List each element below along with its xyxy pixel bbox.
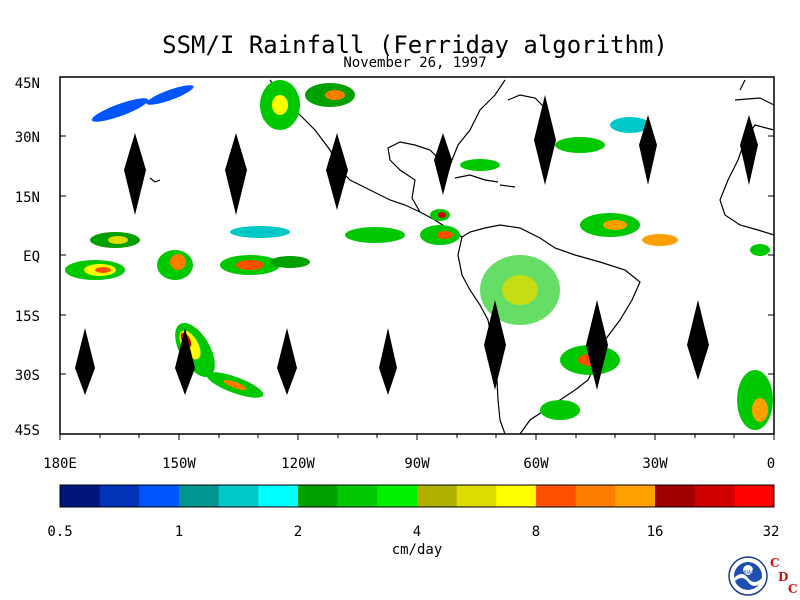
lon-label-90w: 90W <box>404 456 430 472</box>
lat-ticks <box>60 76 774 435</box>
map-subtitle: November 26, 1997 <box>343 55 487 71</box>
orbit-gap-markers <box>75 95 758 395</box>
rain-cluster-4 <box>260 80 355 130</box>
rain-cluster-6 <box>480 255 620 420</box>
lat-label-15s: 15S <box>15 309 40 325</box>
colorbar-segment <box>298 485 339 507</box>
colorbar-ticks: 0.5 1 2 4 8 16 32 <box>47 524 779 540</box>
colorbar-tick-5: 16 <box>647 524 664 540</box>
colorbar-segment <box>377 485 418 507</box>
lat-label-30s: 30S <box>15 368 40 384</box>
colorbar-tick-4: 8 <box>532 524 540 540</box>
colorbar-segment <box>258 485 299 507</box>
rain-cluster-2 <box>220 226 310 275</box>
colorbar-segment <box>575 485 616 507</box>
colorbar-segment <box>655 485 696 507</box>
colorbar-segment <box>694 485 735 507</box>
cdc-letter-d: D <box>778 570 789 584</box>
lat-label-45s: 45S <box>15 423 40 439</box>
colorbar-unit-label: cm/day <box>392 542 443 558</box>
rain-cluster-1 <box>65 232 193 280</box>
lat-label-30n: 30N <box>15 130 40 146</box>
lon-label-0: 0 <box>767 456 775 472</box>
lon-label-120w: 120W <box>281 456 315 472</box>
colorbar <box>60 485 775 507</box>
colorbar-segment <box>734 485 775 507</box>
colorbar-frame <box>59 484 775 508</box>
cdc-letter-c2: C <box>788 582 798 596</box>
rain-cluster-9 <box>91 85 500 171</box>
colorbar-segment <box>218 485 259 507</box>
lon-ticks <box>59 434 775 440</box>
colorbar-segment <box>496 485 537 507</box>
colorbar-segment <box>139 485 180 507</box>
colorbar-segment <box>179 485 220 507</box>
colorbar-tick-3: 4 <box>413 524 421 540</box>
rain-cluster-5 <box>345 209 460 245</box>
colorbar-tick-2: 2 <box>294 524 302 540</box>
colorbar-tick-0: 0.5 <box>47 524 72 540</box>
colorbar-segment <box>60 485 101 507</box>
noaa-logo-text: NOAA <box>742 570 754 576</box>
colorbar-tick-1: 1 <box>175 524 183 540</box>
lat-labels: 45N 30N 15N EQ 15S 30S 45S <box>15 76 40 439</box>
lon-labels: 180E 150W 120W 90W 60W 30W 0 <box>43 456 775 472</box>
colorbar-segment <box>536 485 577 507</box>
cdc-letter-c1: C <box>770 556 780 570</box>
colorbar-segment <box>456 485 497 507</box>
lon-label-150w: 150W <box>162 456 196 472</box>
colorbar-segment <box>337 485 378 507</box>
colorbar-segment <box>417 485 458 507</box>
lat-label-eq: EQ <box>23 249 40 265</box>
noaa-logo: NOAA <box>728 556 768 596</box>
lat-label-15n: 15N <box>15 190 40 206</box>
rain-cluster-7 <box>555 117 678 246</box>
lat-label-45n: 45N <box>15 76 40 92</box>
map-title: SSM/I Rainfall (Ferriday algorithm) <box>162 31 668 59</box>
lon-label-180e: 180E <box>43 456 77 472</box>
lon-label-60w: 60W <box>523 456 549 472</box>
lon-label-30w: 30W <box>642 456 668 472</box>
cdc-logo: C D C <box>770 556 800 596</box>
colorbar-segment <box>615 485 656 507</box>
colorbar-segment <box>99 485 140 507</box>
rain-cluster-8 <box>737 244 773 430</box>
colorbar-tick-6: 32 <box>763 524 780 540</box>
